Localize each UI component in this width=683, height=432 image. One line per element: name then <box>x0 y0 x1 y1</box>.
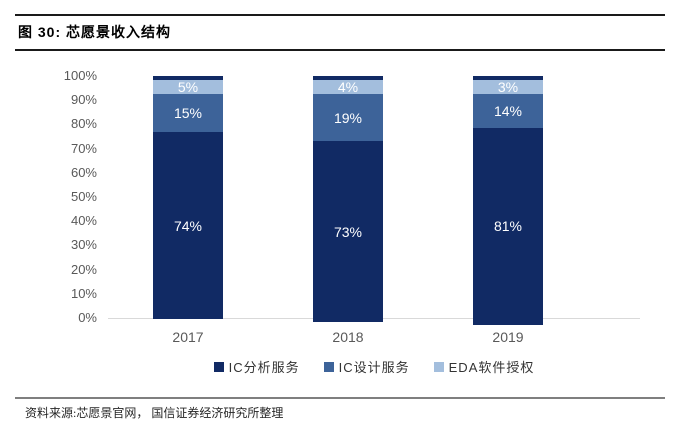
title-top-rule <box>15 14 665 16</box>
bar-segment-IC设计服务: 15% <box>153 94 223 132</box>
y-axis-tick-label: 60% <box>70 164 97 180</box>
figure-title: 图 30: 芯愿景收入结构 <box>18 24 172 40</box>
bar-segment-EDA软件授权: 5% <box>153 80 223 94</box>
bar-segment-value-label: 74% <box>173 217 203 234</box>
chart-legend: IC分析服务 IC设计服务 EDA软件授权 <box>108 357 640 376</box>
bar-segment-value-label: 19% <box>333 109 363 126</box>
legend-label: IC分析服务 <box>228 360 300 375</box>
bar-segment-IC分析服务: 81% <box>473 128 543 325</box>
y-axis-tick-label: 30% <box>70 237 97 253</box>
y-axis-tick-label: 0% <box>78 310 97 325</box>
title-bottom-rule <box>15 49 665 51</box>
y-axis-tick-label: 50% <box>70 189 97 204</box>
bar-top-cap <box>313 76 383 80</box>
y-axis-tick-label: 80% <box>70 116 97 132</box>
legend-item-IC设计服务: IC设计服务 <box>323 357 410 376</box>
legend-color-swatch <box>213 361 224 372</box>
bar-segment-value-label: 5% <box>177 79 199 95</box>
y-axis-tick-label: 70% <box>70 140 97 156</box>
stacked-bar-2018: 4% 19% 73% <box>313 76 383 323</box>
x-axis-label-2018: 2018 <box>332 329 364 345</box>
stacked-bar-2019: 3% 14% 81% <box>473 76 543 325</box>
bar-segment-EDA软件授权: 3% <box>473 80 543 94</box>
bar-segment-value-label: 14% <box>493 103 523 119</box>
y-axis-tick-label: 20% <box>70 261 97 277</box>
stacked-bar-2017: 5% 15% 74% <box>153 76 223 320</box>
y-axis-tick-label: 10% <box>70 285 97 301</box>
bar-segment-IC设计服务: 14% <box>473 94 543 128</box>
legend-label: EDA软件授权 <box>448 360 535 375</box>
x-axis-label-2017: 2017 <box>172 329 204 345</box>
legend-item-EDA软件授权: EDA软件授权 <box>433 357 535 376</box>
x-axis-label-2019: 2019 <box>492 329 524 345</box>
bar-segment-value-label: 73% <box>333 223 363 240</box>
y-axis-tick-label: 100% <box>63 68 97 83</box>
y-axis-tick-label: 40% <box>70 213 97 229</box>
legend-color-swatch <box>323 361 334 372</box>
bar-segment-IC分析服务: 73% <box>313 141 383 323</box>
bar-segment-value-label: 81% <box>493 218 523 235</box>
source-rule <box>15 397 665 399</box>
source-note: 资料来源:芯愿景官网， 国信证券经济研究所整理 <box>25 406 284 420</box>
legend-item-IC分析服务: IC分析服务 <box>213 357 300 376</box>
bar-segment-IC分析服务: 74% <box>153 131 223 320</box>
bar-segment-value-label: 3% <box>497 79 519 95</box>
legend-color-swatch <box>433 361 444 372</box>
bar-segment-value-label: 4% <box>337 79 359 95</box>
legend-label: IC设计服务 <box>338 360 410 375</box>
bar-segment-IC设计服务: 19% <box>313 94 383 142</box>
bar-top-cap <box>473 76 543 80</box>
bar-top-cap <box>153 76 223 80</box>
bar-segment-EDA软件授权: 4% <box>313 80 383 94</box>
y-axis-tick-label: 90% <box>70 92 97 108</box>
bar-segment-value-label: 15% <box>173 104 203 121</box>
